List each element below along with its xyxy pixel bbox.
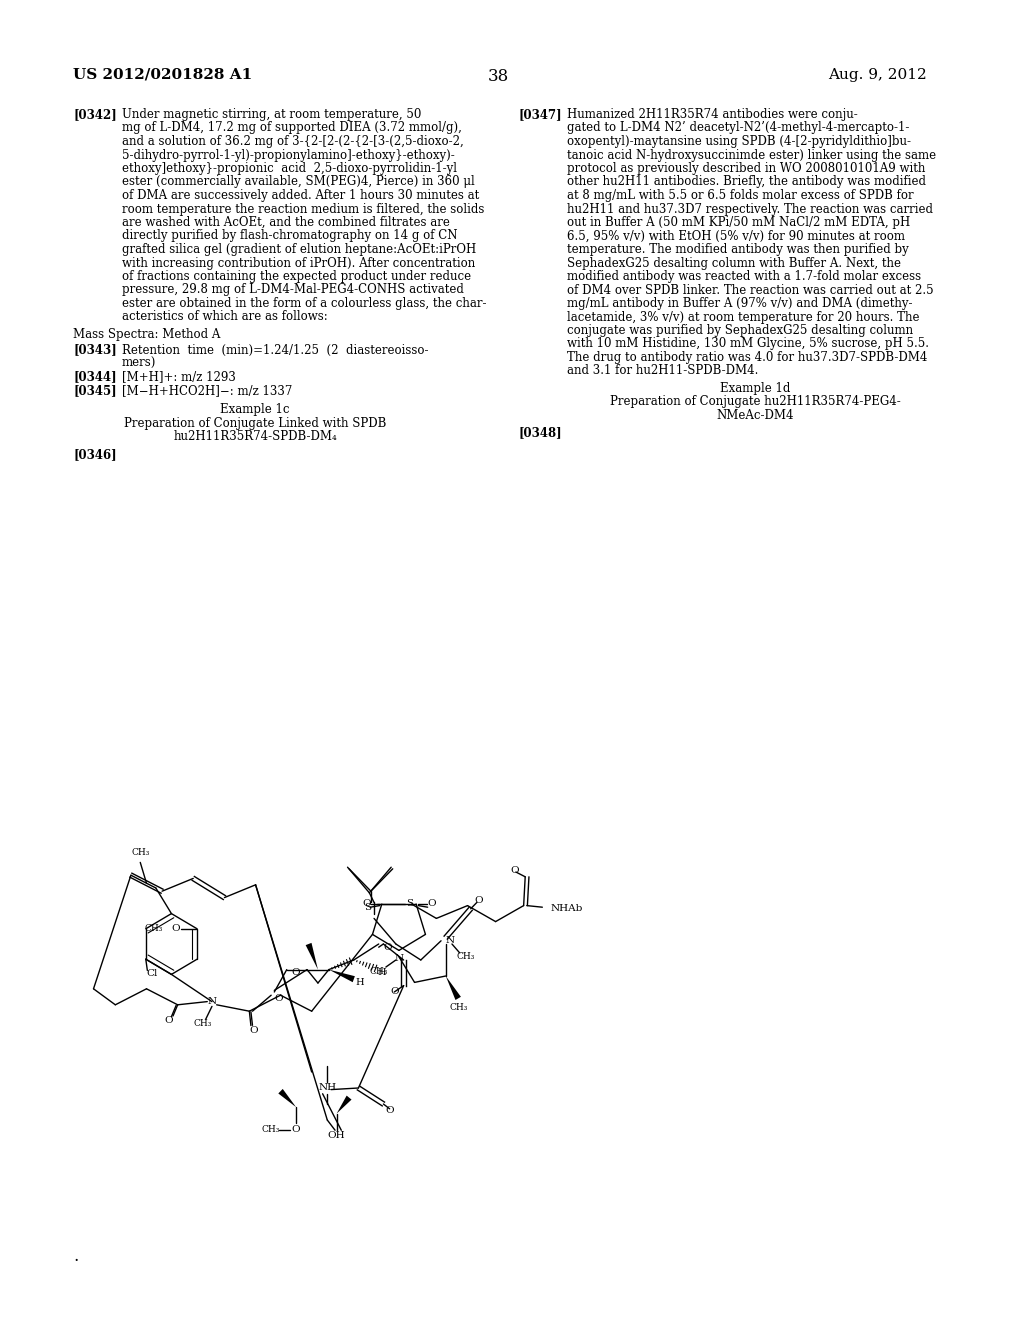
Text: Under magnetic stirring, at room temperature, 50: Under magnetic stirring, at room tempera… (122, 108, 421, 121)
Text: Aug. 9, 2012: Aug. 9, 2012 (828, 69, 928, 82)
Text: [M−H+HCO2H]−: m/z 1337: [M−H+HCO2H]−: m/z 1337 (122, 384, 292, 397)
Text: other hu2H11 antibodies. Briefly, the antibody was modified: other hu2H11 antibodies. Briefly, the an… (567, 176, 926, 189)
Text: O: O (292, 969, 300, 977)
Text: O: O (384, 942, 392, 952)
Text: O: O (250, 1026, 258, 1035)
Text: N: N (394, 954, 403, 962)
Text: 6.5, 95% v/v) with EtOH (5% v/v) for 90 minutes at room: 6.5, 95% v/v) with EtOH (5% v/v) for 90 … (567, 230, 905, 243)
Text: with 10 mM Histidine, 130 mM Glycine, 5% sucrose, pH 5.5.: with 10 mM Histidine, 130 mM Glycine, 5%… (567, 338, 929, 351)
Text: [M+H]+: m/z 1293: [M+H]+: m/z 1293 (122, 371, 236, 384)
Text: Humanized 2H11R35R74 antibodies were conju-: Humanized 2H11R35R74 antibodies were con… (567, 108, 858, 121)
Text: hu2H11R35R74-SPDB-DM₄: hu2H11R35R74-SPDB-DM₄ (173, 430, 337, 444)
Text: CH₃: CH₃ (262, 1125, 281, 1134)
Text: The drug to antibody ratio was 4.0 for hu37.3D7-SPDB-DM4: The drug to antibody ratio was 4.0 for h… (567, 351, 928, 364)
Text: [0347]: [0347] (518, 108, 562, 121)
Text: .: . (73, 1247, 78, 1265)
Text: conjugate was purified by SephadexG25 desalting column: conjugate was purified by SephadexG25 de… (567, 323, 913, 337)
Text: are washed with AcOEt, and the combined filtrates are: are washed with AcOEt, and the combined … (122, 216, 450, 228)
Text: ester are obtained in the form of a colourless glass, the char-: ester are obtained in the form of a colo… (122, 297, 486, 310)
Text: [0348]: [0348] (518, 426, 562, 440)
Text: Retention  time  (min)=1.24/1.25  (2  diastereoisso-: Retention time (min)=1.24/1.25 (2 diaste… (122, 343, 428, 356)
Text: O: O (361, 899, 371, 908)
Text: CH₃: CH₃ (370, 966, 388, 975)
Text: lacetamide, 3% v/v) at room temperature for 20 hours. The: lacetamide, 3% v/v) at room temperature … (567, 310, 920, 323)
Polygon shape (337, 1096, 351, 1114)
Text: US 2012/0201828 A1: US 2012/0201828 A1 (73, 69, 252, 82)
Text: NH: NH (318, 1084, 336, 1093)
Text: SephadexG25 desalting column with Buffer A. Next, the: SephadexG25 desalting column with Buffer… (567, 256, 901, 269)
Text: CH₃: CH₃ (131, 849, 150, 857)
Text: mers): mers) (122, 356, 156, 370)
Text: pressure, 29.8 mg of L-DM4-Mal-PEG4-CONHS activated: pressure, 29.8 mg of L-DM4-Mal-PEG4-CONH… (122, 284, 464, 297)
Text: Cl: Cl (146, 969, 158, 978)
Text: ethoxy]ethoxy}-propionic  acid  2,5-dioxo-pyrrolidin-1-yl: ethoxy]ethoxy}-propionic acid 2,5-dioxo-… (122, 162, 457, 176)
Text: N: N (208, 997, 216, 1006)
Text: O: O (274, 994, 284, 1003)
Text: CH₃: CH₃ (194, 1019, 212, 1028)
Text: S: S (407, 899, 414, 908)
Polygon shape (329, 970, 355, 982)
Text: Preparation of Conjugate hu2H11R35R74-PEG4-: Preparation of Conjugate hu2H11R35R74-PE… (609, 396, 900, 408)
Polygon shape (445, 975, 461, 1001)
Text: and 3.1 for hu2H11-SPDB-DM4.: and 3.1 for hu2H11-SPDB-DM4. (567, 364, 758, 378)
Text: hu2H11 and hu37.3D7 respectively. The reaction was carried: hu2H11 and hu37.3D7 respectively. The re… (567, 202, 933, 215)
Text: grafted silica gel (gradient of elution heptane:AcOEt:iPrOH: grafted silica gel (gradient of elution … (122, 243, 476, 256)
Text: of DM4 over SPDB linker. The reaction was carried out at 2.5: of DM4 over SPDB linker. The reaction wa… (567, 284, 934, 297)
Text: room temperature the reaction medium is filtered, the solids: room temperature the reaction medium is … (122, 202, 484, 215)
Text: of DMA are successively added. After 1 hours 30 minutes at: of DMA are successively added. After 1 h… (122, 189, 479, 202)
Text: O: O (385, 1106, 394, 1115)
Text: O: O (164, 1016, 173, 1026)
Text: directly purified by flash-chromatography on 14 g of CN: directly purified by flash-chromatograph… (122, 230, 458, 243)
Text: H: H (355, 978, 365, 987)
Text: [0344]: [0344] (73, 371, 117, 384)
Text: 38: 38 (488, 69, 509, 84)
Text: CH₃: CH₃ (449, 1003, 467, 1012)
Text: O: O (510, 866, 518, 875)
Text: NMeAc-DM4: NMeAc-DM4 (716, 409, 794, 422)
Text: O: O (390, 987, 398, 997)
Text: mg of L-DM4, 17.2 mg of supported DIEA (3.72 mmol/g),: mg of L-DM4, 17.2 mg of supported DIEA (… (122, 121, 462, 135)
Text: tanoic acid N-hydroxysuccinimde ester) linker using the same: tanoic acid N-hydroxysuccinimde ester) l… (567, 149, 936, 161)
Text: O: O (474, 896, 482, 906)
Text: out in Buffer A (50 mM KPi/50 mM NaCl/2 mM EDTA, pH: out in Buffer A (50 mM KPi/50 mM NaCl/2 … (567, 216, 910, 228)
Text: CH₃: CH₃ (457, 952, 475, 961)
Polygon shape (305, 942, 317, 970)
Text: oxopentyl)-maytansine using SPDB (4-[2-pyridyldithio]bu-: oxopentyl)-maytansine using SPDB (4-[2-p… (567, 135, 911, 148)
Text: mg/mL antibody in Buffer A (97% v/v) and DMA (dimethy-: mg/mL antibody in Buffer A (97% v/v) and… (567, 297, 912, 310)
Text: at 8 mg/mL with 5.5 or 6.5 folds molar excess of SPDB for: at 8 mg/mL with 5.5 or 6.5 folds molar e… (567, 189, 913, 202)
Text: gated to L-DM4 N2’ deacetyl-N2’(4-methyl-4-mercapto-1-: gated to L-DM4 N2’ deacetyl-N2’(4-methyl… (567, 121, 909, 135)
Text: Preparation of Conjugate Linked with SPDB: Preparation of Conjugate Linked with SPD… (124, 417, 386, 430)
Text: modified antibody was reacted with a 1.7-fold molar excess: modified antibody was reacted with a 1.7… (567, 271, 921, 282)
Text: O: O (292, 1125, 300, 1134)
Text: of fractions containing the expected product under reduce: of fractions containing the expected pro… (122, 271, 471, 282)
Text: N: N (445, 936, 455, 945)
Text: H: H (378, 969, 386, 977)
Text: OH: OH (328, 1131, 345, 1140)
Text: CH₃: CH₃ (144, 924, 163, 933)
Text: NHAb: NHAb (550, 904, 583, 913)
Text: temperature. The modified antibody was then purified by: temperature. The modified antibody was t… (567, 243, 908, 256)
Text: [0345]: [0345] (73, 384, 117, 397)
Text: O: O (171, 924, 179, 933)
Text: with increasing contribution of iPrOH). After concentration: with increasing contribution of iPrOH). … (122, 256, 475, 269)
Text: [0342]: [0342] (73, 108, 117, 121)
Text: O: O (427, 899, 436, 908)
Text: 5-dihydro-pyrrol-1-yl)-propionylamino]-ethoxy}-ethoxy)-: 5-dihydro-pyrrol-1-yl)-propionylamino]-e… (122, 149, 455, 161)
Text: [0343]: [0343] (73, 343, 117, 356)
Text: Mass Spectra: Method A: Mass Spectra: Method A (73, 327, 220, 341)
Text: acteristics of which are as follows:: acteristics of which are as follows: (122, 310, 328, 323)
Text: ester (commercially available, SM(PEG)4, Pierce) in 360 μl: ester (commercially available, SM(PEG)4,… (122, 176, 474, 189)
Text: Example 1c: Example 1c (220, 404, 290, 417)
Text: S: S (365, 903, 372, 912)
Polygon shape (279, 1089, 296, 1107)
Text: Example 1d: Example 1d (720, 381, 791, 395)
Text: [0346]: [0346] (73, 447, 117, 461)
Text: protocol as previously described in WO 2008010101A9 with: protocol as previously described in WO 2… (567, 162, 926, 176)
Text: and a solution of 36.2 mg of 3-{2-[2-(2-{2-[3-(2,5-dioxo-2,: and a solution of 36.2 mg of 3-{2-[2-(2-… (122, 135, 464, 148)
